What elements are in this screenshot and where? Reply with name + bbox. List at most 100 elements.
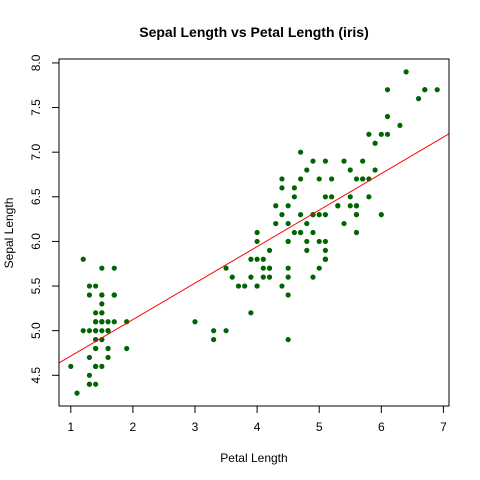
- data-point: [297, 176, 304, 182]
- data-point: [105, 328, 111, 334]
- data-point: [254, 256, 260, 262]
- data-point: [422, 87, 428, 93]
- data-point: [93, 283, 99, 289]
- data-point: [291, 229, 297, 236]
- chart-title: Sepal Length vs Petal Length (iris): [139, 24, 368, 40]
- y-tick-label: 5.0: [29, 322, 43, 339]
- data-point: [223, 328, 229, 334]
- data-point: [316, 265, 322, 271]
- data-point: [384, 131, 391, 137]
- data-point: [93, 345, 99, 352]
- data-point: [322, 247, 329, 253]
- y-tick-label: 7.0: [29, 144, 43, 161]
- data-point: [297, 149, 304, 155]
- data-point: [68, 363, 74, 369]
- data-point: [366, 194, 372, 200]
- data-point: [329, 194, 335, 200]
- data-point: [378, 212, 384, 218]
- data-point: [304, 247, 310, 253]
- data-point: [360, 176, 366, 182]
- data-point: [86, 381, 93, 387]
- data-point: [266, 247, 273, 253]
- data-point: [235, 283, 242, 289]
- data-point: [211, 328, 217, 334]
- data-point: [347, 167, 353, 173]
- y-tick-label: 6.5: [29, 188, 43, 205]
- data-point: [353, 212, 360, 218]
- data-point: [285, 292, 291, 298]
- data-point: [279, 283, 285, 289]
- data-point: [322, 256, 329, 262]
- y-tick-label: 7.5: [29, 99, 43, 116]
- data-point: [384, 113, 391, 120]
- data-point: [254, 238, 260, 245]
- data-point: [105, 319, 111, 325]
- x-tick-label: 6: [378, 420, 385, 434]
- data-point: [260, 265, 266, 271]
- data-point: [353, 176, 360, 182]
- x-tick-label: 4: [254, 420, 261, 434]
- y-axis-label: Sepal Length: [2, 198, 16, 269]
- data-point: [279, 185, 285, 191]
- data-point: [291, 185, 297, 191]
- data-point: [279, 212, 285, 218]
- data-point: [285, 265, 291, 271]
- data-point: [266, 274, 273, 280]
- data-point: [384, 87, 391, 93]
- data-point: [322, 158, 329, 164]
- data-point: [93, 319, 99, 325]
- data-point: [248, 310, 254, 316]
- data-point: [304, 220, 310, 227]
- plot-area: [59, 69, 449, 396]
- x-tick-label: 2: [130, 420, 137, 434]
- data-point: [341, 220, 347, 227]
- data-point: [316, 212, 322, 218]
- data-point: [397, 122, 403, 129]
- plot-frame: [58, 58, 450, 407]
- data-point: [93, 310, 99, 316]
- y-tick-label: 5.5: [29, 277, 43, 294]
- data-point: [211, 336, 217, 343]
- data-point: [192, 319, 198, 325]
- data-point: [335, 203, 341, 209]
- data-point: [415, 96, 422, 102]
- data-point: [99, 265, 105, 271]
- data-point: [254, 229, 260, 236]
- y-tick-label: 4.5: [29, 367, 43, 384]
- data-point: [86, 283, 93, 289]
- data-point: [304, 167, 310, 173]
- data-point: [329, 176, 335, 182]
- data-point: [111, 319, 117, 325]
- data-point: [347, 203, 353, 209]
- data-point: [124, 319, 130, 325]
- data-point: [322, 238, 329, 245]
- data-point: [248, 274, 254, 280]
- data-point: [279, 176, 285, 182]
- data-point: [242, 283, 248, 289]
- data-point: [99, 319, 105, 325]
- data-point: [80, 256, 86, 262]
- data-point: [372, 167, 378, 173]
- x-tick-label: 5: [316, 420, 323, 434]
- x-tick-label: 7: [440, 420, 447, 434]
- data-point: [124, 345, 130, 352]
- data-point: [353, 203, 360, 209]
- data-point: [105, 345, 111, 352]
- data-point: [105, 354, 111, 361]
- data-point: [322, 212, 329, 218]
- data-point: [248, 256, 254, 262]
- data-point: [111, 265, 117, 271]
- data-point: [434, 87, 440, 93]
- data-point: [322, 194, 329, 200]
- data-point: [310, 274, 316, 280]
- data-point: [99, 301, 105, 307]
- data-point: [93, 328, 99, 334]
- data-point: [93, 363, 99, 369]
- data-point: [372, 140, 378, 146]
- y-tick-label: 8.0: [29, 54, 43, 71]
- x-tick-label: 1: [67, 420, 74, 434]
- y-tick-label: 6.0: [29, 233, 43, 250]
- data-point: [74, 390, 80, 396]
- data-point: [260, 256, 266, 262]
